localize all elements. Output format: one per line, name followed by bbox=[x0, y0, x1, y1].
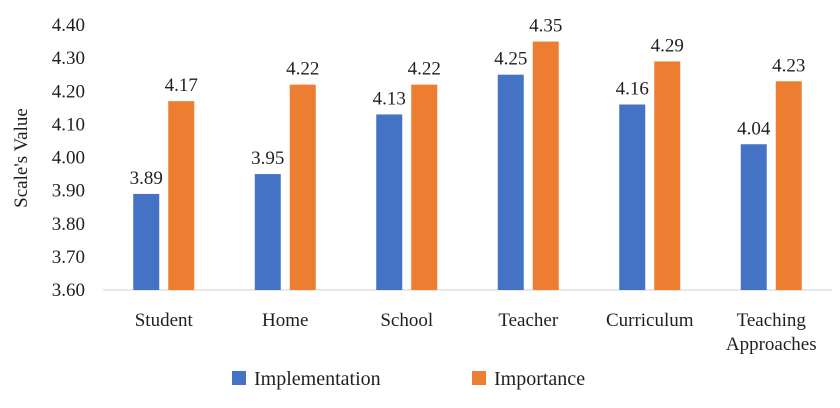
bar-implementation bbox=[254, 174, 281, 290]
y-tick-label: 4.30 bbox=[52, 48, 85, 69]
x-category-label: Home bbox=[262, 310, 308, 331]
bar-implementation bbox=[376, 114, 403, 290]
x-category-label: Approaches bbox=[726, 334, 817, 355]
bar-importance bbox=[168, 101, 195, 290]
bar-importance bbox=[411, 84, 438, 290]
data-label: 4.04 bbox=[737, 118, 771, 139]
y-tick-label: 4.00 bbox=[52, 148, 85, 169]
data-label: 4.22 bbox=[286, 59, 319, 80]
data-label: 4.13 bbox=[373, 88, 406, 109]
y-tick-label: 3.80 bbox=[52, 214, 85, 235]
bar-importance bbox=[289, 84, 316, 290]
y-tick-label: 4.10 bbox=[52, 114, 85, 135]
data-label: 4.29 bbox=[651, 35, 684, 56]
data-label: 4.23 bbox=[772, 55, 805, 76]
bar-implementation bbox=[740, 144, 767, 290]
y-tick-label: 4.20 bbox=[52, 81, 85, 102]
data-label: 4.16 bbox=[616, 79, 649, 100]
legend-label: Implementation bbox=[254, 368, 381, 390]
data-label: 4.25 bbox=[494, 49, 527, 70]
data-label: 4.17 bbox=[165, 75, 198, 96]
bar-implementation bbox=[497, 74, 524, 290]
bar-importance bbox=[775, 81, 802, 290]
y-axis-title: Scale's Value bbox=[11, 108, 32, 208]
y-tick-label: 4.40 bbox=[52, 15, 85, 36]
legend-swatch-implementation bbox=[232, 371, 246, 385]
data-label: 3.89 bbox=[130, 168, 163, 189]
bar-importance bbox=[654, 61, 681, 290]
x-category-label: Curriculum bbox=[606, 310, 694, 331]
legend-swatch-importance bbox=[472, 371, 486, 385]
x-category-label: School bbox=[380, 310, 433, 331]
data-label: 3.95 bbox=[251, 148, 284, 169]
x-category-label: Teaching bbox=[737, 310, 807, 331]
bar-implementation bbox=[133, 193, 160, 290]
y-tick-label: 3.60 bbox=[52, 280, 85, 301]
data-label: 4.22 bbox=[408, 59, 441, 80]
y-tick-label: 3.90 bbox=[52, 181, 85, 202]
bar-importance bbox=[532, 41, 559, 290]
x-category-label: Student bbox=[135, 310, 194, 331]
data-label: 4.35 bbox=[529, 16, 562, 37]
x-category-label: Teacher bbox=[498, 310, 559, 331]
y-tick-label: 3.70 bbox=[52, 247, 85, 268]
bar-implementation bbox=[619, 104, 646, 290]
legend-label: Importance bbox=[494, 368, 585, 390]
